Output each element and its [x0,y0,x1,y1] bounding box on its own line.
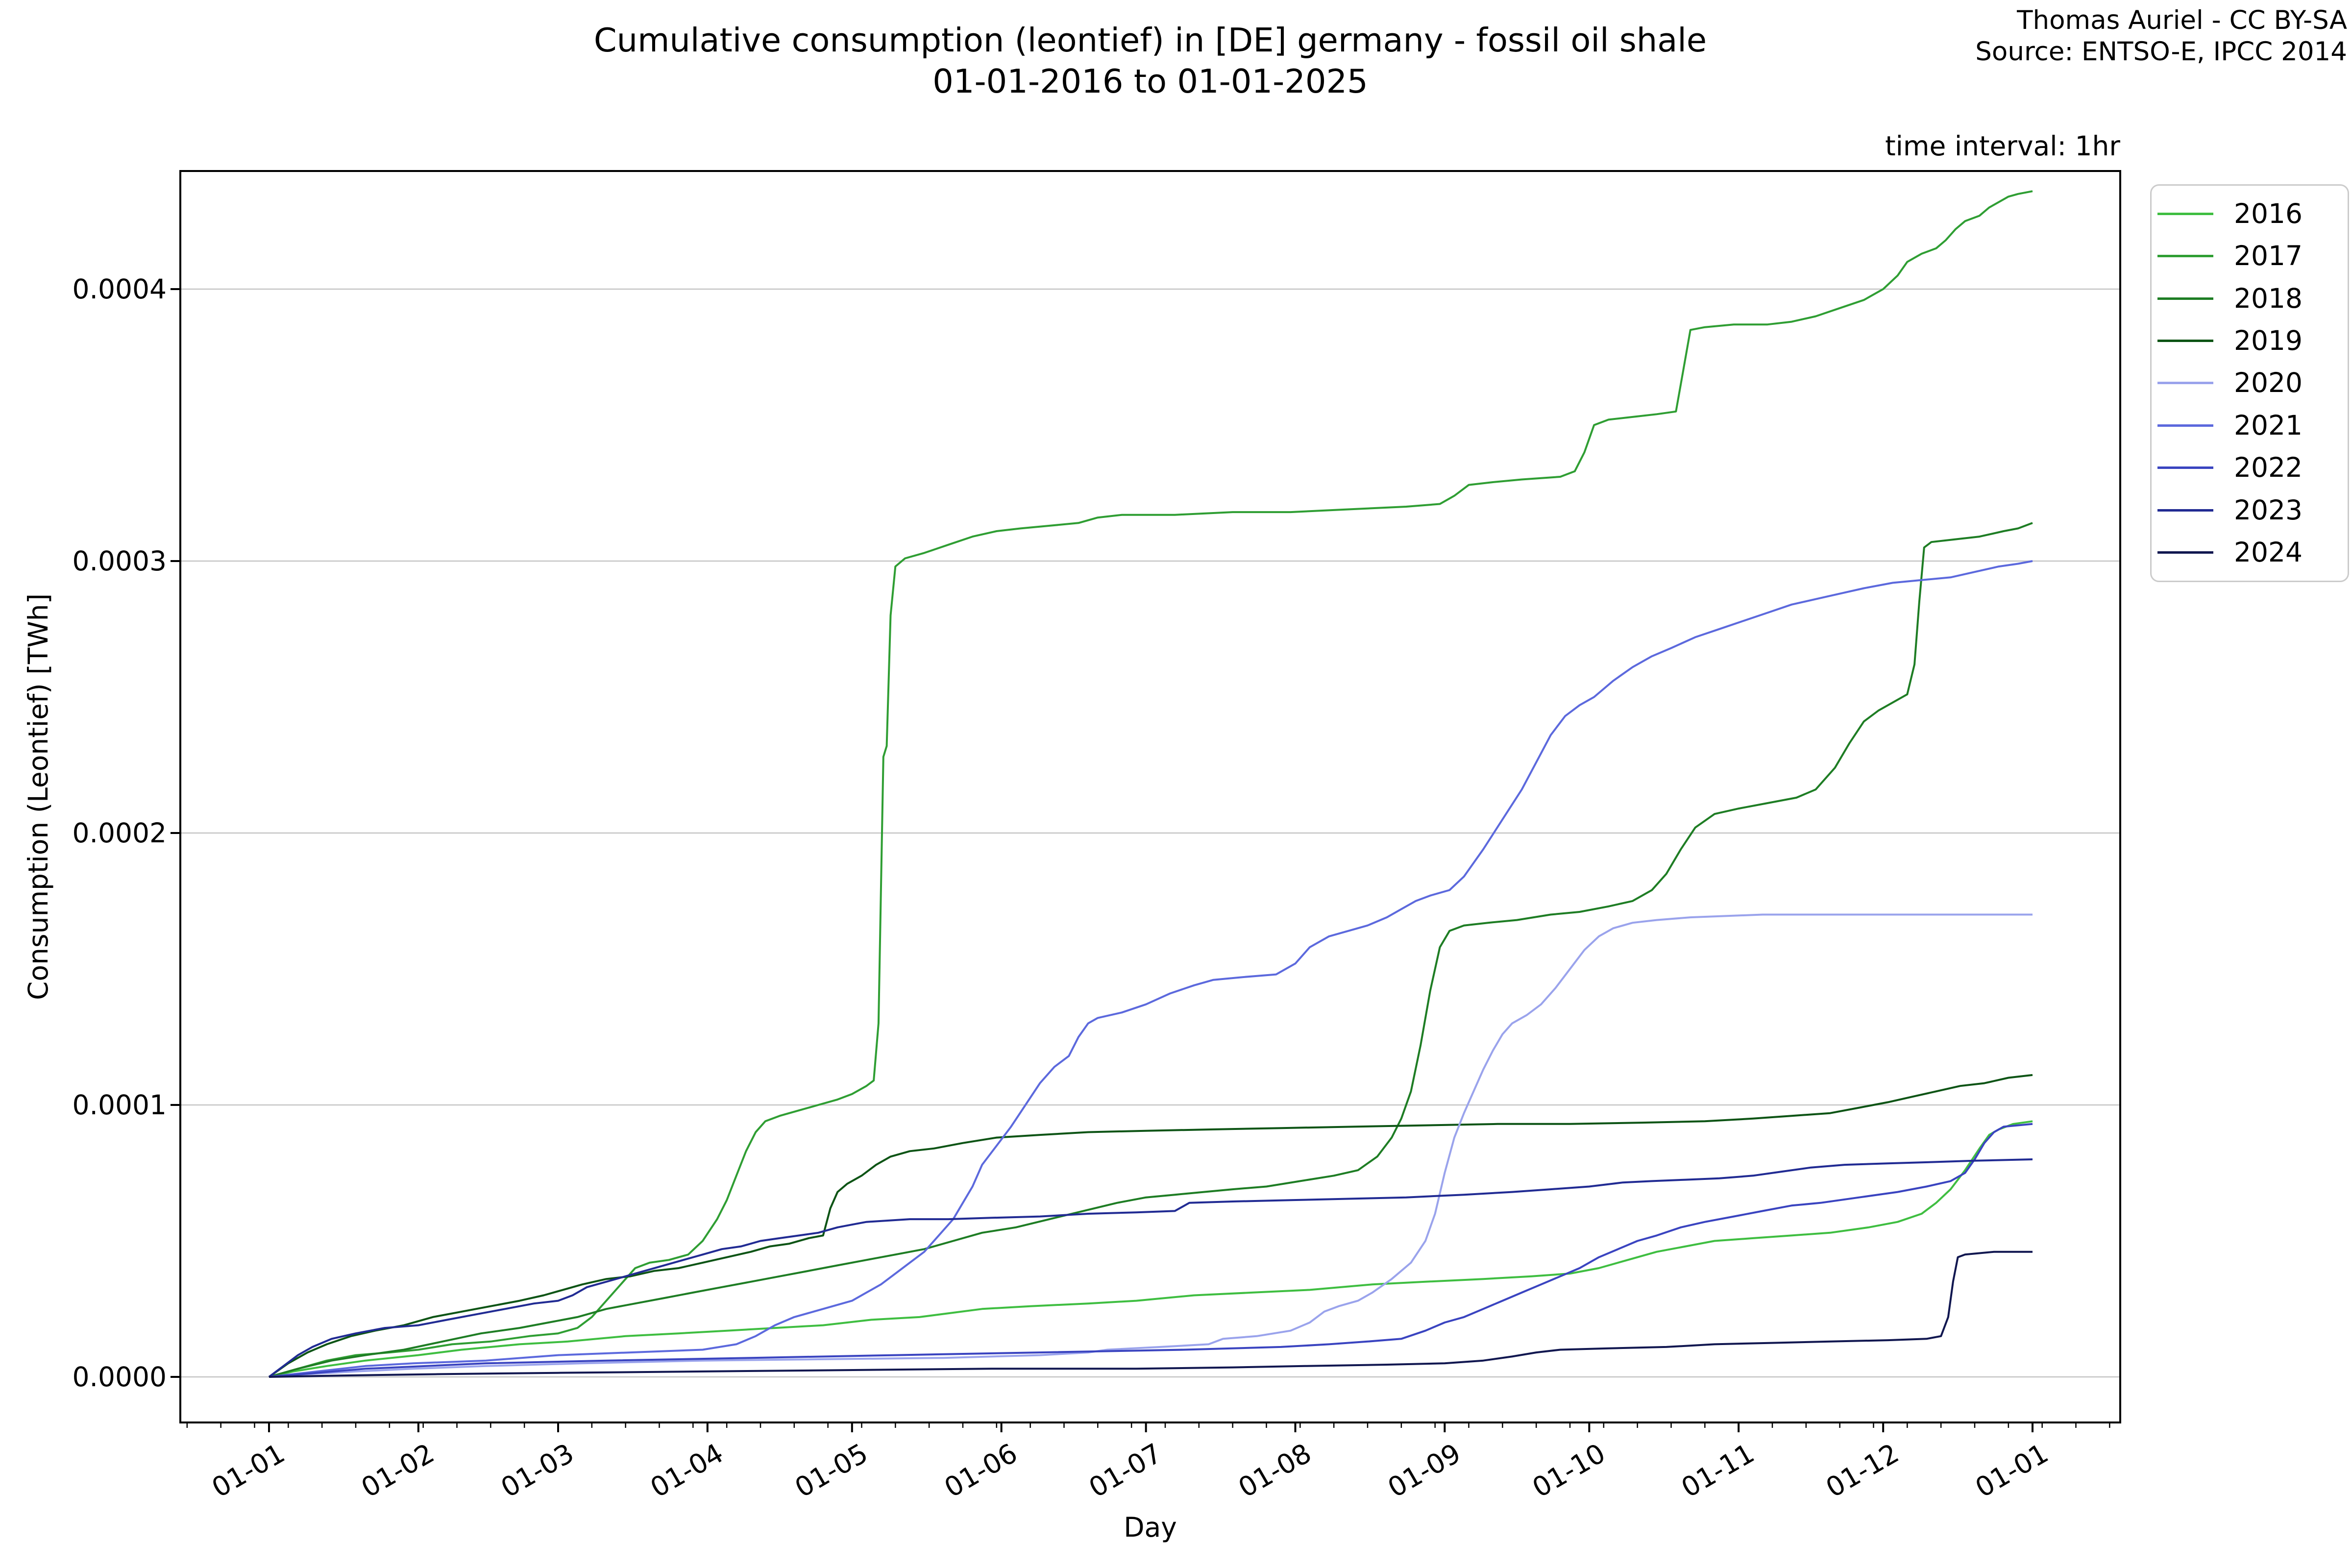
legend-swatch-2019 [2157,340,2213,343]
legend-item-2018: 2018 [2152,279,2348,318]
legend-item-2021: 2021 [2152,406,2348,445]
legend-item-2024: 2024 [2152,533,2348,572]
legend-label-2023: 2023 [2234,494,2303,526]
attribution-block: Thomas Auriel - CC BY-SA Source: ENTSO-E… [1975,5,2347,68]
credit-text: Thomas Auriel - CC BY-SA [2017,5,2347,35]
series-line-2017 [269,190,2033,1378]
axes-spines [179,170,2121,1423]
legend-label-2024: 2024 [2234,537,2303,568]
y-axis-label: Consumption (Leontief) [TWh] [23,593,54,1000]
y-tick-label-0.0001: 0.0001 [72,1089,167,1121]
series-line-2018 [269,522,2033,1378]
legend-label-2018: 2018 [2234,282,2303,314]
series-line-2019 [268,1074,2033,1378]
legend-item-2019: 2019 [2152,321,2348,361]
time-interval-label: time interval: 1hr [1885,130,2120,162]
legend-label-2021: 2021 [2234,409,2303,441]
legend-swatch-2021 [2157,424,2213,427]
legend-swatch-2018 [2157,297,2213,300]
legend-item-2016: 2016 [2152,194,2348,233]
legend-swatch-2023 [2157,509,2213,512]
source-text: Source: ENTSO-E, IPCC 2014 [1975,37,2347,67]
legend-swatch-2020 [2157,382,2213,385]
axis-ticks [171,288,2110,1432]
legend-label-2016: 2016 [2234,197,2303,229]
legend-label-2022: 2022 [2234,452,2303,484]
legend-item-2022: 2022 [2152,448,2348,488]
y-tick-label-0.0000: 0.0000 [72,1361,167,1393]
y-tick-label-0.0002: 0.0002 [72,817,167,849]
legend-swatch-2024 [2157,551,2213,554]
legend-swatch-2017 [2157,255,2213,258]
series-line-2024 [269,1250,2033,1378]
x-axis-label: Day [1124,1512,1177,1543]
series-line-2020 [269,913,2033,1378]
gridlines [180,288,2120,1378]
legend: 2016 2017 2018 2019 2020 2021 2022 2023 2024 [2150,184,2349,582]
legend-item-2023: 2023 [2152,490,2348,530]
y-tick-label-0.0003: 0.0003 [72,545,167,577]
legend-item-2017: 2017 [2152,237,2348,276]
legend-label-2017: 2017 [2234,240,2303,272]
legend-swatch-2016 [2157,212,2213,215]
plot-frame [179,170,2121,1423]
y-tick-label-0.0004: 0.0004 [72,273,167,305]
legend-swatch-2022 [2157,466,2213,469]
series-lines [268,190,2033,1378]
series-line-2016 [269,1120,2033,1378]
legend-item-2020: 2020 [2152,364,2348,403]
series-line-2023 [268,1158,2033,1378]
legend-label-2019: 2019 [2234,325,2303,357]
chart-title-block: Cumulative consumption (leontief) in [DE… [180,20,2120,102]
series-line-2021 [269,560,2033,1378]
legend-label-2020: 2020 [2234,367,2303,399]
chart-title: Cumulative consumption (leontief) in [DE… [593,21,1707,59]
chart-subtitle: 01-01-2016 to 01-01-2025 [932,62,1368,100]
series-line-2022 [269,1123,2033,1378]
